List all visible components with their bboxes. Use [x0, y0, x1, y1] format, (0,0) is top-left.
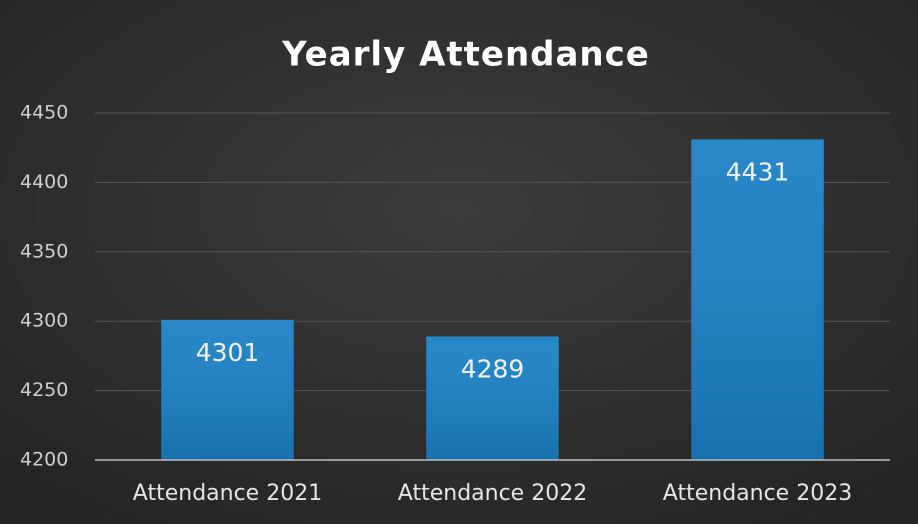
- data-label: 4301: [196, 338, 260, 367]
- x-tick-label: Attendance 2022: [398, 481, 587, 506]
- bar-shade: [691, 139, 824, 460]
- x-tick-label: Attendance 2021: [133, 481, 322, 506]
- x-tick-label: Attendance 2023: [663, 481, 852, 506]
- bar-shade: [426, 336, 559, 460]
- y-tick-label: 4350: [20, 240, 68, 262]
- chart-title: Yearly Attendance: [281, 35, 650, 75]
- data-label: 4289: [461, 354, 525, 383]
- y-tick-label: 4200: [20, 449, 68, 471]
- bar-shade: [161, 319, 294, 460]
- y-tick-label: 4300: [20, 310, 68, 332]
- y-tick-label: 4250: [20, 379, 68, 401]
- y-tick-label: 4400: [20, 171, 68, 193]
- y-tick-label: 4450: [20, 102, 68, 124]
- data-label: 4431: [726, 157, 790, 186]
